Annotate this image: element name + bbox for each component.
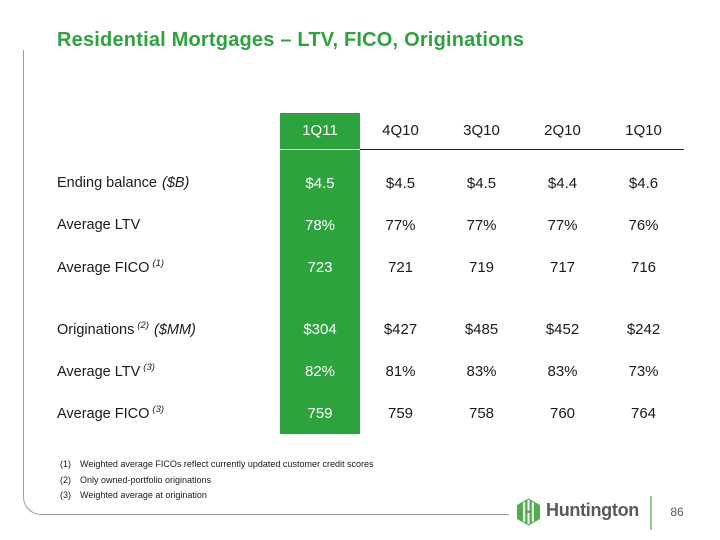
value-cell: $242: [626, 320, 661, 338]
value-cell: 764: [630, 404, 657, 422]
spacer-row: [57, 288, 684, 308]
value-cell: 82%: [280, 350, 360, 392]
value-cell: $4.5: [466, 174, 497, 192]
footnote: (1) Weighted average FICOs reflect curre…: [60, 457, 373, 473]
row-unit: ($B): [161, 175, 190, 191]
column-header-1q11: 1Q11: [280, 113, 360, 150]
footnote-text: Only owned-portfolio originations: [80, 474, 212, 485]
row-label: Ending balance ($B): [57, 175, 190, 191]
footnotes: (1) Weighted average FICOs reflect curre…: [60, 457, 373, 504]
value-cell: 77%: [385, 216, 416, 234]
value-cell: 716: [630, 258, 657, 276]
footnote-ref: (1): [152, 258, 165, 270]
value-cell: 76%: [628, 216, 659, 234]
value-cell: 83%: [466, 362, 497, 380]
table-row-ending-balance: Ending balance ($B) $4.5 $4.5 $4.5 $4.4 $…: [57, 162, 684, 204]
table-row-originations: Originations (2) ($MM) $304 $427 $485 $452…: [57, 308, 684, 350]
value-cell: $304: [280, 308, 360, 350]
footnote: (3) Weighted average at origination: [60, 488, 373, 504]
column-header-3q10: 3Q10: [441, 113, 522, 150]
table-row-average-ltv: Average LTV 78% 77% 77% 77% 76%: [57, 204, 684, 246]
footer-separator: [650, 496, 652, 530]
value-cell: 78%: [280, 204, 360, 246]
value-cell: $4.5: [280, 162, 360, 204]
value-cell: 721: [387, 258, 414, 276]
page-title: Residential Mortgages – LTV, FICO, Origi…: [57, 29, 525, 51]
table-row-average-fico-orig: Average FICO (3) 759 759 758 760 764: [57, 392, 684, 434]
footnote: (2) Only owned-portfolio originations: [60, 473, 373, 489]
row-label: Average LTV: [57, 217, 141, 233]
value-cell: 73%: [628, 362, 659, 380]
value-cell: 760: [549, 404, 576, 422]
label-column-header: [57, 113, 280, 149]
content-frame: [23, 50, 509, 515]
value-cell: $4.6: [628, 174, 659, 192]
huntington-hexagon-icon: [516, 498, 541, 531]
row-label: Average FICO (1): [57, 258, 165, 276]
value-cell: 759: [280, 392, 360, 434]
footnote-marker: (2): [60, 474, 71, 485]
column-header-2q10: 2Q10: [522, 113, 603, 150]
value-cell: 719: [468, 258, 495, 276]
footnote-marker: (1): [60, 459, 71, 469]
footer-logo-area: Huntington 86: [516, 494, 706, 534]
value-cell: $427: [383, 320, 418, 338]
value-cell: $452: [545, 320, 580, 338]
brand-wordmark: Huntington: [546, 500, 639, 520]
footnote-marker: (3): [60, 490, 71, 500]
value-cell: 83%: [547, 362, 578, 380]
value-cell: 758: [468, 404, 495, 422]
page-number: 86: [670, 505, 684, 519]
row-label: Average LTV (3): [57, 362, 155, 380]
footnote-ref: (2): [137, 320, 149, 332]
table-header-row: 1Q11 4Q10 3Q10 2Q10 1Q10: [57, 113, 684, 150]
footnote-text: Weighted average at origination: [80, 490, 207, 500]
value-cell: 81%: [385, 362, 416, 380]
table-row-average-ltv-orig: Average LTV (3) 82% 81% 83% 83% 73%: [57, 350, 684, 392]
table-row-average-fico: Average FICO (1) 723 721 719 717 716: [57, 246, 684, 288]
data-table: 1Q11 4Q10 3Q10 2Q10 1Q10 Ending balance(…: [57, 113, 684, 434]
value-cell: 77%: [547, 216, 578, 234]
footnote-ref: (3): [152, 404, 165, 416]
spacer-row: [57, 149, 684, 162]
row-label: Originations (2) ($MM): [57, 320, 196, 338]
value-cell: 759: [387, 404, 414, 422]
footnote-ref: (3): [143, 362, 155, 374]
footnote-text: Weighted average FICOs reflect currently…: [80, 459, 374, 469]
row-label: Average FICO (3): [57, 404, 165, 422]
value-cell: 77%: [466, 216, 497, 234]
value-cell: $4.4: [547, 174, 578, 192]
column-header-4q10: 4Q10: [360, 113, 441, 150]
value-cell: 717: [549, 258, 576, 276]
value-cell: $485: [464, 320, 499, 338]
row-unit: ($MM): [154, 321, 196, 338]
value-cell: 723: [280, 246, 360, 288]
column-header-1q10: 1Q10: [603, 113, 684, 150]
value-cell: $4.5: [385, 174, 416, 192]
